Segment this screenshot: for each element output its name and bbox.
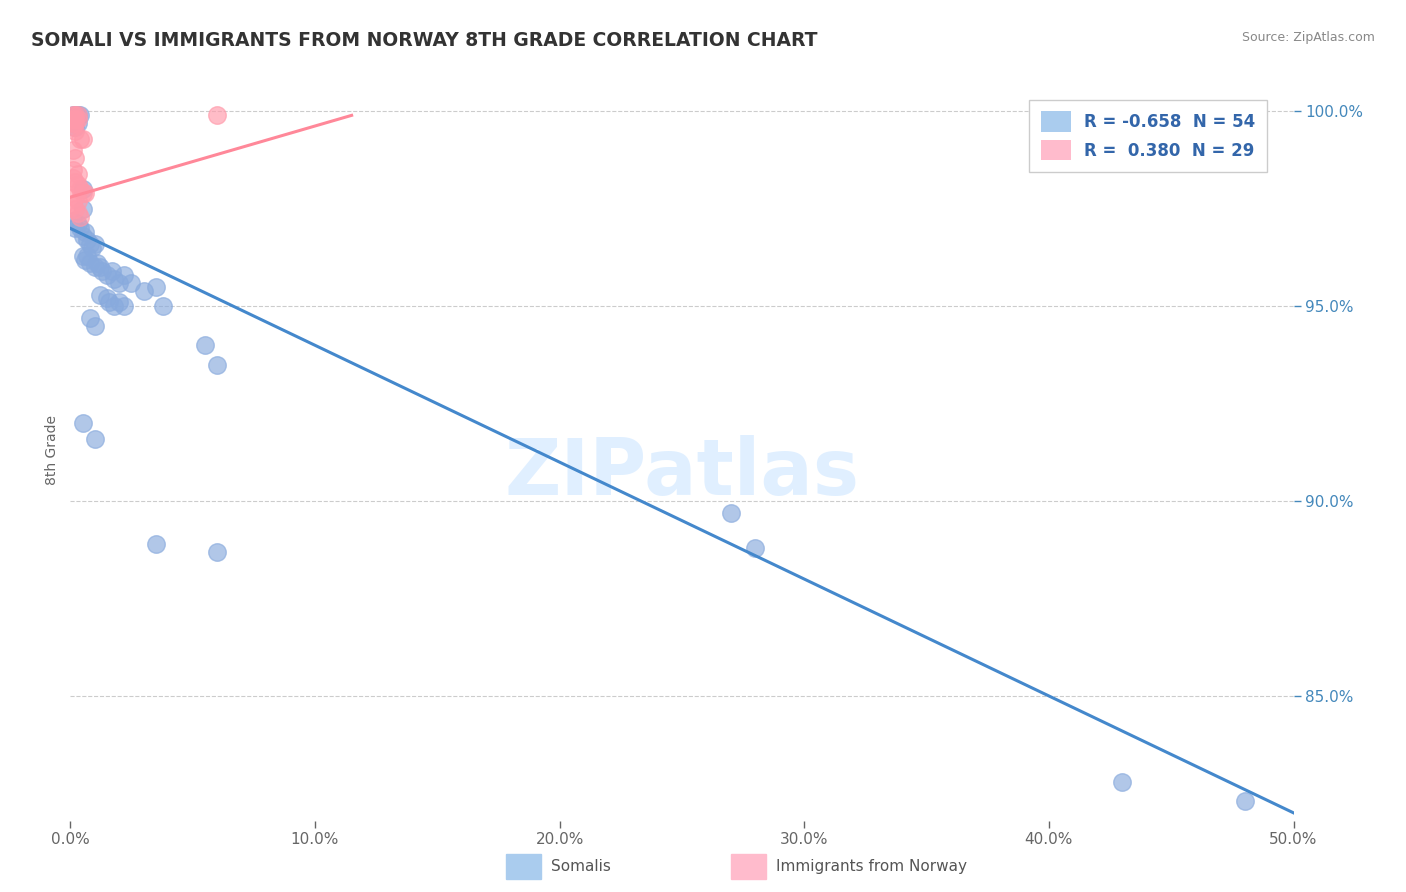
Point xyxy=(63,202,86,216)
Point xyxy=(101,264,124,278)
Point xyxy=(108,295,131,310)
Text: Source: ZipAtlas.com: Source: ZipAtlas.com xyxy=(1241,31,1375,45)
Point xyxy=(62,108,84,122)
Point xyxy=(69,182,91,196)
Point xyxy=(103,299,125,313)
Point xyxy=(82,241,104,255)
Point xyxy=(66,116,89,130)
Point xyxy=(63,190,86,204)
Point xyxy=(62,120,84,134)
Point xyxy=(63,124,86,138)
Point xyxy=(79,310,101,325)
Point xyxy=(62,162,84,177)
Point xyxy=(62,170,84,185)
Point xyxy=(63,112,86,127)
Point xyxy=(63,120,86,134)
Y-axis label: 8th Grade: 8th Grade xyxy=(45,416,59,485)
Point xyxy=(63,221,86,235)
Text: Immigrants from Norway: Immigrants from Norway xyxy=(776,859,967,873)
Point xyxy=(744,541,766,555)
Point xyxy=(63,108,86,122)
Point xyxy=(108,276,131,290)
Point xyxy=(91,264,114,278)
Point xyxy=(66,194,89,208)
Point xyxy=(194,338,217,352)
Point xyxy=(62,116,84,130)
Point xyxy=(63,108,86,122)
Point xyxy=(66,108,89,122)
Point xyxy=(205,358,228,372)
Point xyxy=(73,252,96,267)
Point xyxy=(73,225,96,239)
Point xyxy=(121,276,143,290)
Point xyxy=(83,260,105,275)
Point xyxy=(63,175,86,189)
Point xyxy=(62,112,84,127)
Point xyxy=(63,151,86,165)
Point xyxy=(145,537,167,551)
Point xyxy=(132,284,155,298)
Point xyxy=(79,236,101,251)
Point xyxy=(63,116,86,130)
Point xyxy=(62,116,84,130)
Point xyxy=(69,132,91,146)
Point xyxy=(205,545,228,559)
Point xyxy=(103,272,125,286)
Point xyxy=(72,182,94,196)
Point xyxy=(72,416,94,430)
Text: Somalis: Somalis xyxy=(551,859,612,873)
Point xyxy=(1233,794,1256,808)
Point xyxy=(98,295,121,310)
Point xyxy=(73,186,96,201)
Point xyxy=(205,108,228,122)
Point xyxy=(96,268,118,282)
Point xyxy=(69,108,91,122)
Legend: R = -0.658  N = 54, R =  0.380  N = 29: R = -0.658 N = 54, R = 0.380 N = 29 xyxy=(1029,100,1267,172)
Point xyxy=(112,299,135,313)
Text: SOMALI VS IMMIGRANTS FROM NORWAY 8TH GRADE CORRELATION CHART: SOMALI VS IMMIGRANTS FROM NORWAY 8TH GRA… xyxy=(31,31,817,50)
Point xyxy=(152,299,174,313)
Point xyxy=(69,210,91,224)
Point xyxy=(79,256,101,270)
Text: ZIPatlas: ZIPatlas xyxy=(505,434,859,511)
Point xyxy=(72,186,94,201)
Point xyxy=(66,178,89,193)
Point xyxy=(1111,774,1133,789)
Point xyxy=(66,206,89,220)
Point xyxy=(72,132,94,146)
Point xyxy=(83,432,105,446)
Point xyxy=(72,202,94,216)
Point xyxy=(72,249,94,263)
Point xyxy=(96,292,118,306)
Point xyxy=(62,108,84,122)
Point xyxy=(89,287,111,301)
Point xyxy=(62,144,84,158)
Point xyxy=(66,108,89,122)
Point xyxy=(86,256,108,270)
Point xyxy=(66,112,89,127)
Point xyxy=(145,280,167,294)
Point xyxy=(62,213,84,227)
Point xyxy=(83,318,105,333)
Point xyxy=(72,229,94,244)
Point xyxy=(112,268,135,282)
Point xyxy=(720,506,742,520)
Point xyxy=(66,218,89,232)
Point xyxy=(89,260,111,275)
Point xyxy=(83,236,105,251)
Point xyxy=(76,249,98,263)
Point xyxy=(66,167,89,181)
Point xyxy=(69,221,91,235)
Point xyxy=(76,233,98,247)
Point xyxy=(62,198,84,212)
